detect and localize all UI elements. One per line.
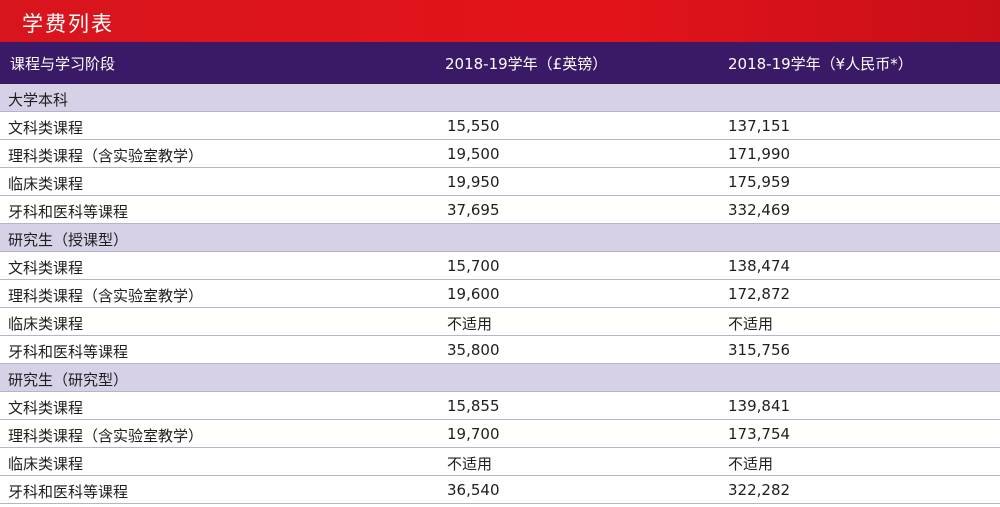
course-cell: 文科类课程 [8,399,84,417]
table-row: 临床类课程 不适用 不适用 [0,448,1000,476]
gbp-cell: 不适用 [447,315,493,333]
gbp-cell: 不适用 [447,455,493,473]
header-gbp: 2018-19学年（£英镑） [445,55,608,73]
cny-cell: 315,756 [728,341,791,359]
cny-cell: 138,474 [728,257,791,275]
section-label: 研究生（研究型） [8,371,129,389]
table-row: 临床类课程 19,950 175,959 [0,168,1000,196]
course-cell: 牙科和医科等课程 [8,343,129,361]
gbp-cell: 19,950 [447,173,500,191]
cny-cell: 139,841 [728,397,791,415]
page-title: 学费列表 [22,12,114,36]
table-row: 牙科和医科等课程 36,540 322,282 [0,476,1000,504]
gbp-cell: 15,550 [447,117,500,135]
gbp-cell: 19,500 [447,145,500,163]
cny-cell: 137,151 [728,117,791,135]
course-cell: 牙科和医科等课程 [8,203,129,221]
course-cell: 理科类课程（含实验室教学） [8,287,204,305]
course-cell: 临床类课程 [8,455,84,473]
header-course: 课程与学习阶段 [10,55,116,73]
cny-cell: 172,872 [728,285,791,303]
table-row: 牙科和医科等课程 37,695 332,469 [0,196,1000,224]
table-row: 文科类课程 15,550 137,151 [0,112,1000,140]
cny-cell: 171,990 [728,145,791,163]
section-label: 研究生（授课型） [8,231,129,249]
gbp-cell: 35,800 [447,341,500,359]
cny-cell: 不适用 [728,455,774,473]
course-cell: 临床类课程 [8,315,84,333]
section-row: 大学本科 [0,84,1000,112]
cny-cell: 322,282 [728,481,791,499]
gbp-cell: 19,600 [447,285,500,303]
table-row: 文科类课程 15,855 139,841 [0,392,1000,420]
course-cell: 文科类课程 [8,119,84,137]
title-bar: 学费列表 [0,0,1000,42]
course-cell: 文科类课程 [8,259,84,277]
table-row: 临床类课程 不适用 不适用 [0,308,1000,336]
section-label: 大学本科 [8,91,69,109]
table-row: 文科类课程 15,700 138,474 [0,252,1000,280]
table-row: 理科类课程（含实验室教学） 19,700 173,754 [0,420,1000,448]
table-row: 理科类课程（含实验室教学） 19,500 171,990 [0,140,1000,168]
course-cell: 理科类课程（含实验室教学） [8,427,204,445]
gbp-cell: 15,855 [447,397,500,415]
gbp-cell: 36,540 [447,481,500,499]
gbp-cell: 15,700 [447,257,500,275]
gbp-cell: 19,700 [447,425,500,443]
cny-cell: 175,959 [728,173,791,191]
gbp-cell: 37,695 [447,201,500,219]
section-row: 研究生（研究型） [0,364,1000,392]
section-row: 研究生（授课型） [0,224,1000,252]
cny-cell: 不适用 [728,315,774,333]
cny-cell: 173,754 [728,425,791,443]
header-cny: 2018-19学年（¥人民币*） [728,55,913,73]
course-cell: 临床类课程 [8,175,84,193]
table-row: 牙科和医科等课程 35,800 315,756 [0,336,1000,364]
course-cell: 理科类课程（含实验室教学） [8,147,204,165]
table-row: 理科类课程（含实验室教学） 19,600 172,872 [0,280,1000,308]
table-header: 课程与学习阶段 2018-19学年（£英镑） 2018-19学年（¥人民币*） [0,42,1000,84]
cny-cell: 332,469 [728,201,791,219]
course-cell: 牙科和医科等课程 [8,483,129,501]
fee-table-body: 大学本科 文科类课程 15,550 137,151 理科类课程（含实验室教学） … [0,84,1000,504]
